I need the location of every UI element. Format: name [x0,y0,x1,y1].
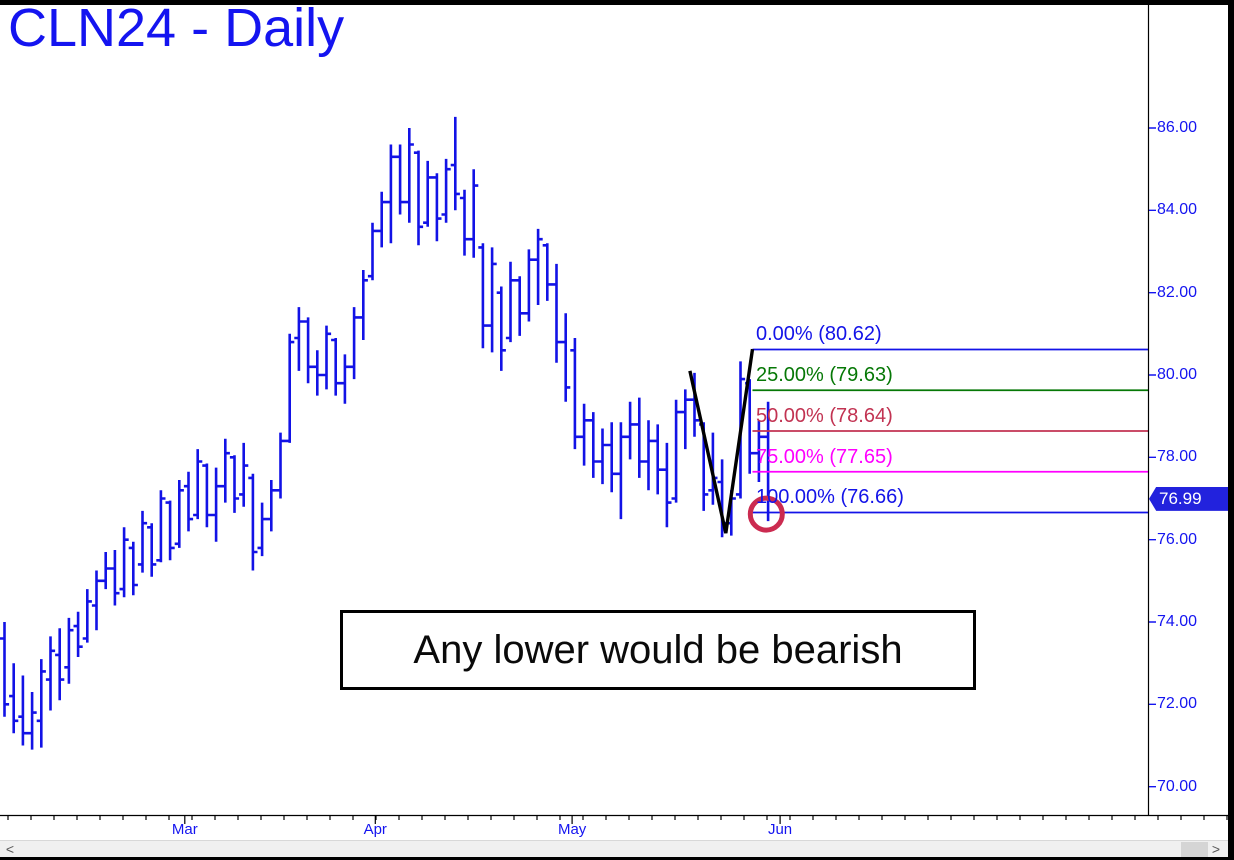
fib-retracement-lines[interactable] [752,348,1148,514]
price-axis-label: 78.00 [1157,448,1198,466]
chart-title: CLN24 - Daily [8,5,345,58]
scroll-left-arrow-icon[interactable]: < [5,841,15,857]
time-axis-label: Mar [171,821,198,838]
fib-level-label[interactable]: 25.00% (79.63) [756,364,893,387]
horizontal-scrollbar[interactable]: < > [0,840,1228,857]
highlight-circle-drawing[interactable] [747,495,785,533]
fib-level-label[interactable]: 50.00% (78.64) [756,404,893,427]
scrollbar-thumb[interactable] [1181,842,1208,857]
price-axis-label: 82.00 [1157,283,1198,301]
annotation-textbox[interactable]: Any lower would be bearish [340,610,976,690]
chart-canvas: CLN24 - Daily 0.00% (80.62) 25.00% (79.63… [0,5,1228,857]
time-axis-label: Apr [363,821,387,838]
last-price-value: 76.99 [1159,488,1202,508]
price-axis-label: 86.00 [1157,119,1198,136]
zigzag-drawing[interactable] [688,348,755,534]
price-axis-label: 84.00 [1157,201,1198,219]
time-axis-label: Jun [767,821,793,838]
fib-level-label[interactable]: 100.00% (76.66) [756,486,904,509]
price-axis-label: 74.00 [1157,613,1198,630]
fib-level-label[interactable]: 75.00% (77.65) [756,445,893,468]
time-axis-ticks [7,815,1228,824]
price-axis-label: 80.00 [1157,366,1198,383]
time-axis-label: May [557,821,587,838]
last-price-badge: 76.99 [1149,486,1228,511]
scroll-right-arrow-icon[interactable]: > [1211,841,1221,857]
chart-pane-border [0,5,1228,817]
price-axis-label: 72.00 [1157,695,1198,713]
price-axis-ticks [1148,127,1156,788]
price-axis-label: 76.00 [1157,530,1198,548]
chart-plot-area[interactable] [0,5,1228,857]
price-axis-label: 70.00 [1157,777,1198,795]
fib-level-label[interactable]: 0.00% (80.62) [756,323,882,346]
price-bars [0,116,773,750]
